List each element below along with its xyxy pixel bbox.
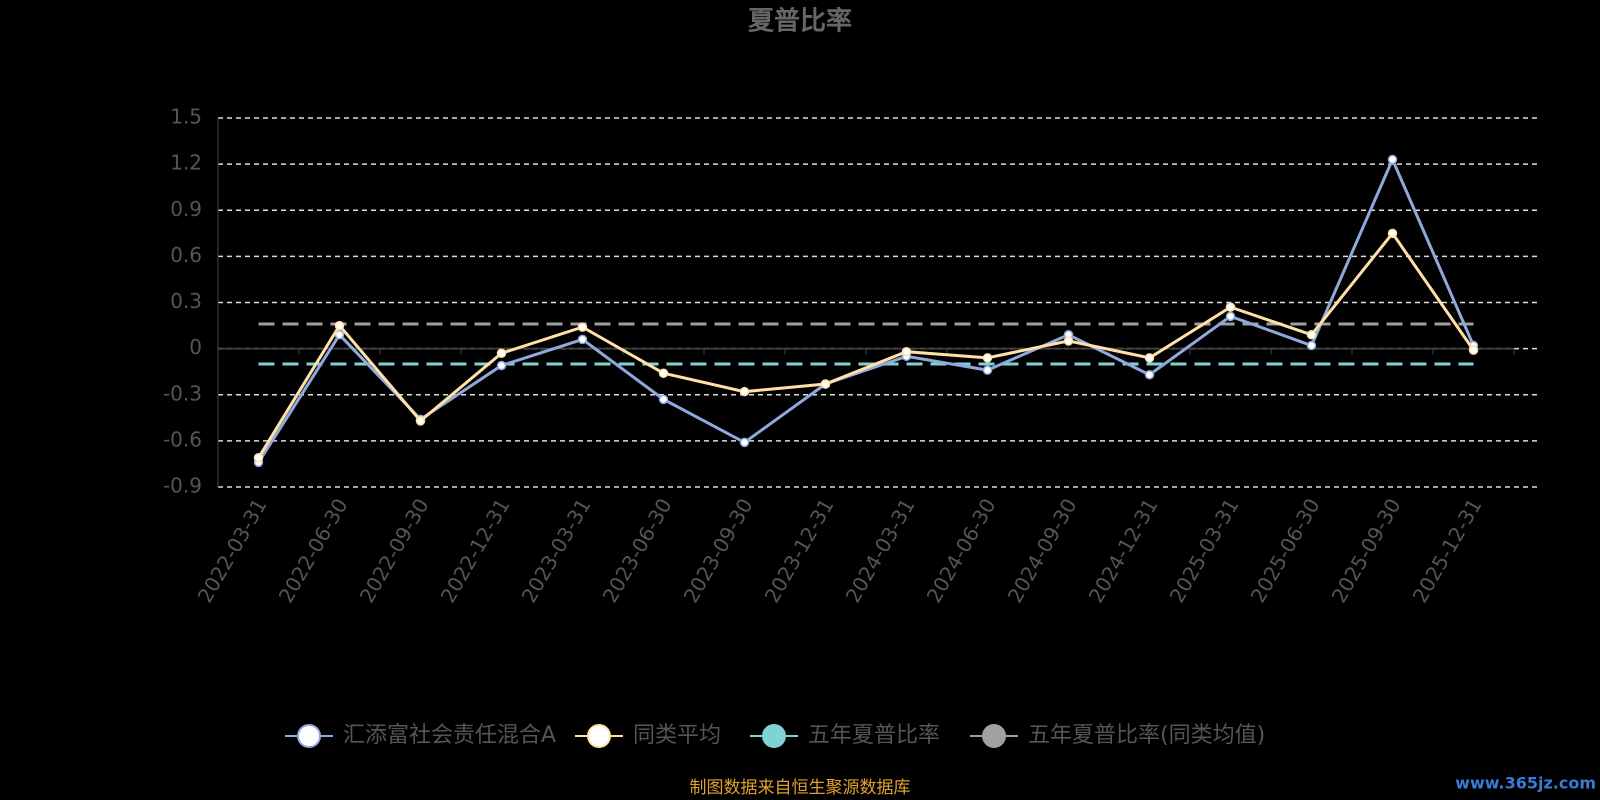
x-tick-label: 2022-03-31 bbox=[193, 494, 272, 607]
point bbox=[1225, 311, 1236, 322]
x-tick-label: 2025-09-30 bbox=[1327, 494, 1406, 607]
point bbox=[1306, 330, 1317, 340]
point bbox=[1468, 345, 1479, 355]
point bbox=[577, 322, 588, 332]
point bbox=[982, 365, 993, 375]
legend-label[interactable]: 五年夏普比率 bbox=[808, 723, 940, 748]
x-tick-label: 2024-03-31 bbox=[841, 494, 920, 607]
legend-swatch bbox=[982, 724, 1006, 748]
y-tick-label: -0.6 bbox=[163, 427, 202, 451]
legend-label[interactable]: 汇添富社会责任混合A bbox=[343, 723, 556, 748]
point bbox=[334, 320, 345, 331]
point bbox=[1144, 370, 1155, 380]
point bbox=[1063, 336, 1074, 346]
point bbox=[577, 334, 588, 345]
point bbox=[1306, 340, 1317, 351]
point bbox=[820, 379, 831, 389]
y-tick-label: 0.3 bbox=[170, 289, 202, 313]
x-tick-label: 2024-12-31 bbox=[1084, 494, 1163, 607]
y-tick-label: 0.9 bbox=[170, 197, 202, 221]
point bbox=[1387, 228, 1398, 239]
x-tick-label: 2022-12-31 bbox=[436, 494, 515, 607]
point bbox=[415, 416, 426, 426]
point bbox=[901, 346, 912, 357]
y-tick-label: -0.9 bbox=[163, 474, 202, 498]
series-line bbox=[257, 155, 1475, 464]
x-tick-label: 2023-12-31 bbox=[760, 494, 839, 607]
point bbox=[1387, 154, 1398, 165]
watermark: www.365jz.com bbox=[1455, 774, 1596, 793]
y-tick-label: 0.6 bbox=[170, 243, 202, 267]
y-tick-label: -0.3 bbox=[163, 381, 202, 405]
x-tick-label: 2022-06-30 bbox=[274, 494, 353, 607]
x-tick-label: 2025-12-31 bbox=[1408, 494, 1487, 607]
legend-label[interactable]: 五年夏普比率(同类均值) bbox=[1028, 723, 1265, 748]
legend-label[interactable]: 同类平均 bbox=[633, 723, 721, 748]
x-tick-label: 2024-09-30 bbox=[1003, 494, 1082, 607]
point bbox=[739, 386, 750, 397]
point bbox=[658, 368, 669, 378]
point bbox=[1225, 302, 1236, 312]
point bbox=[1144, 353, 1155, 363]
point bbox=[496, 348, 507, 358]
x-tick-label: 2025-03-31 bbox=[1165, 494, 1244, 607]
x-tick-label: 2023-03-31 bbox=[517, 494, 596, 607]
x-tick-label: 2022-09-30 bbox=[355, 494, 434, 607]
chart-title: 夏普比率 bbox=[748, 6, 852, 37]
legend-swatch bbox=[762, 724, 786, 748]
y-tick-label: 1.2 bbox=[170, 151, 202, 175]
x-tick-label: 2023-09-30 bbox=[679, 494, 758, 607]
y-tick-label: 0 bbox=[189, 335, 202, 359]
series-line bbox=[257, 230, 1475, 459]
point bbox=[739, 437, 750, 448]
x-tick-label: 2023-06-30 bbox=[598, 494, 677, 607]
legend-swatch bbox=[587, 724, 611, 748]
point bbox=[658, 394, 669, 405]
footer: 制图数据来自恒生聚源数据库 bbox=[690, 778, 911, 798]
y-tick-label: 1.5 bbox=[170, 105, 202, 129]
legend-swatch bbox=[297, 724, 321, 748]
x-tick-label: 2025-06-30 bbox=[1246, 494, 1325, 607]
point bbox=[496, 360, 507, 371]
point bbox=[982, 353, 993, 363]
point bbox=[253, 453, 264, 463]
x-tick-label: 2024-06-30 bbox=[922, 494, 1001, 607]
